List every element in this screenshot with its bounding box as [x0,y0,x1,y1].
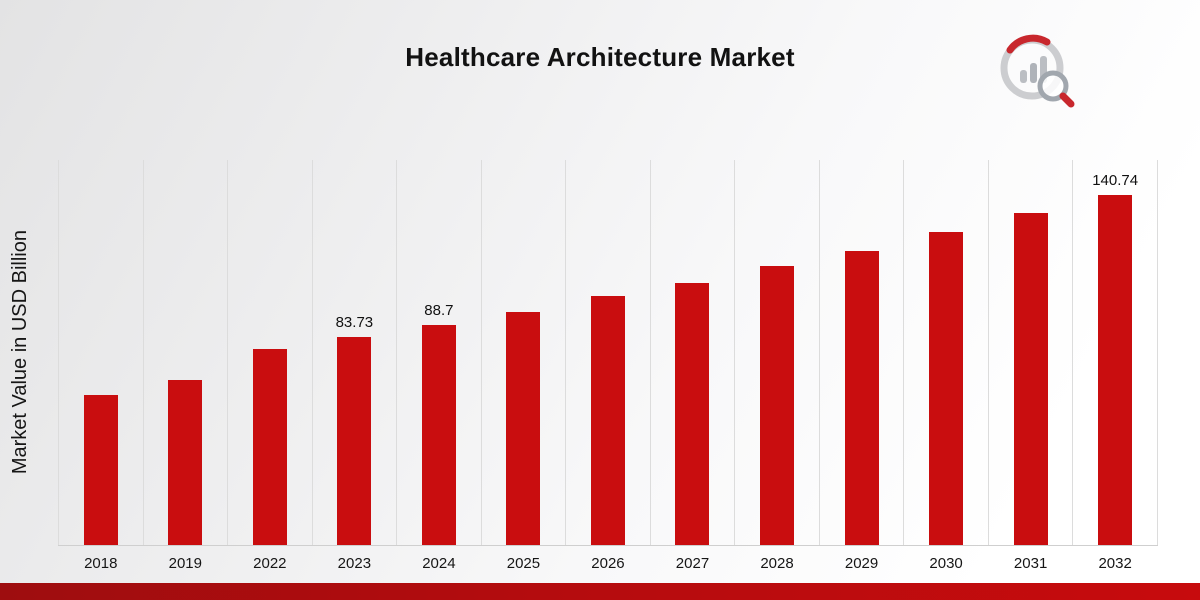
x-axis-tick: 2030 [929,555,963,572]
chart-column: 2029 [818,160,904,572]
bar-value-label: 88.7 [424,301,454,319]
x-axis-tick: 2031 [1013,555,1048,572]
bar-2028 [760,266,795,545]
plot-area: 2018 2019 2022 83.73 2023 88.7 2024 2025 2026 202… [58,160,1158,572]
chart-column: 2019 [142,160,228,572]
logo-bar-medium [1030,63,1037,83]
logo-red-arc [1006,34,1051,54]
bar-2026 [590,296,625,545]
bar-2025 [506,312,541,545]
bar-2023 [337,337,372,545]
brand-logo-icon [992,30,1082,112]
x-axis-tick: 2025 [506,555,541,572]
chart-column: 2026 [565,160,650,572]
bar-2024 [421,324,456,545]
bar-2030 [929,232,964,545]
chart-column: 2030 [903,160,988,572]
bar-value-label: 140.74 [1092,172,1139,190]
y-axis-label-container: Market Value in USD Billion [2,160,38,545]
x-axis-tick: 2032 [1098,555,1132,572]
x-axis-tick: 2027 [675,555,710,572]
chart-column: 2031 [987,160,1073,572]
chart-column: 2028 [734,160,819,572]
x-axis-tick: 2028 [760,555,794,572]
bar-2019 [168,380,203,545]
chart-column: 2022 [227,160,312,572]
logo-bar-small [1020,70,1027,83]
x-axis-tick: 2023 [337,555,372,572]
chart-column: 2018 [58,160,143,572]
x-axis-tick: 2029 [844,555,879,572]
logo-magnifier-handle [1059,92,1075,108]
x-axis-tick: 2024 [422,555,456,572]
chart-title: Healthcare Architecture Market [405,42,795,72]
x-axis-tick: 2026 [591,555,625,572]
bar-2031 [1013,212,1048,545]
bar-2022 [252,349,287,545]
x-axis-tick: 2022 [253,555,287,572]
chart-column: 83.73 2023 [311,160,397,572]
bar-2032 [1098,195,1133,545]
x-axis-tick: 2018 [84,555,118,572]
chart-column: 140.74 2032 [1072,160,1158,572]
y-axis-label: Market Value in USD Billion [8,230,31,475]
chart-column: 2027 [649,160,735,572]
logo-magnifier-lens [1037,70,1069,102]
bar-2018 [83,394,118,545]
bar-2029 [844,250,879,545]
chart-column: 2025 [480,160,566,572]
footer-accent-bar [0,583,1200,600]
bar-2027 [675,282,710,545]
x-axis-tick: 2019 [168,555,202,572]
bar-value-label: 83.73 [335,314,374,332]
chart-column: 88.7 2024 [396,160,481,572]
